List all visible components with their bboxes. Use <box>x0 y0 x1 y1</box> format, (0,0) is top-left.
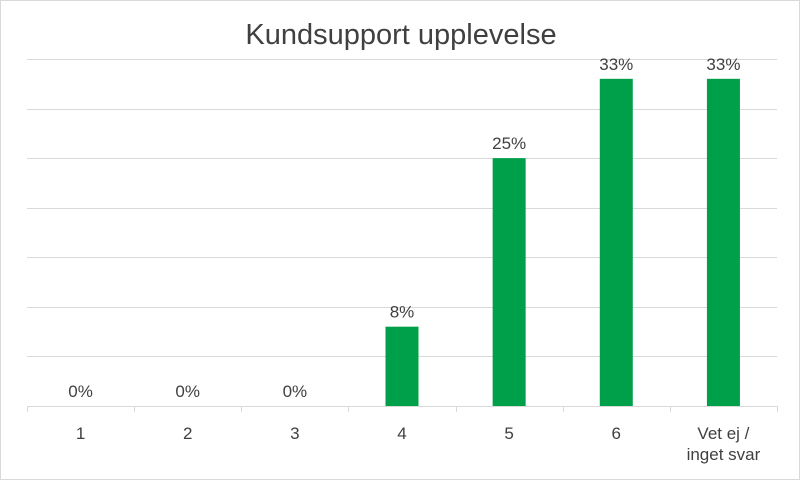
x-tick-label: 2 <box>183 424 192 443</box>
data-label: 33% <box>706 55 740 74</box>
x-tick-label: 1 <box>76 424 85 443</box>
data-label: 0% <box>283 382 308 401</box>
data-label: 33% <box>599 55 633 74</box>
bar <box>385 326 419 406</box>
data-label: 25% <box>492 134 526 153</box>
bar <box>492 158 526 406</box>
chart-title: Kundsupport upplevelse <box>245 19 557 51</box>
data-label: 0% <box>68 382 93 401</box>
data-label: 0% <box>175 382 200 401</box>
data-label: 8% <box>390 303 415 322</box>
x-tick-label: 6 <box>612 424 621 443</box>
bar <box>706 78 740 406</box>
x-tick-label: Vet ej / <box>697 424 749 443</box>
bar <box>599 78 633 406</box>
x-tick-label: inget svar <box>687 445 761 464</box>
x-tick-label: 3 <box>290 424 299 443</box>
x-tick-label: 5 <box>504 424 513 443</box>
x-tick-label: 4 <box>397 424 406 443</box>
